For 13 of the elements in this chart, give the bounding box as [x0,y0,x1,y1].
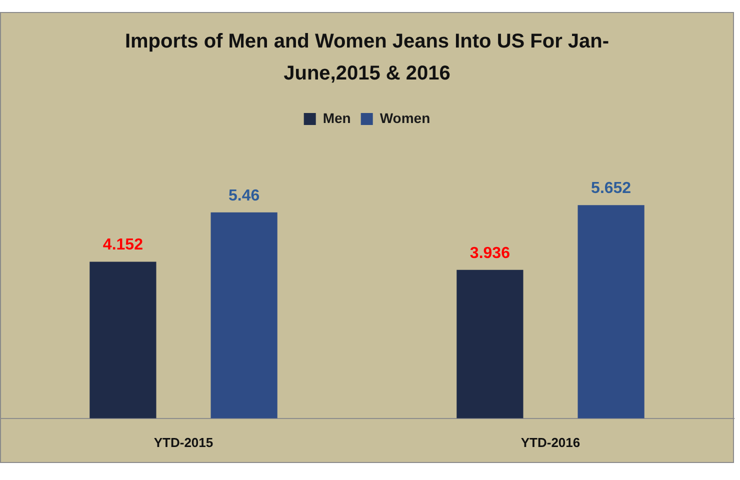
data-label: 5.46 [228,187,260,204]
data-label: 5.652 [591,180,632,198]
bar [578,205,644,418]
data-label: 4.152 [102,236,144,254]
legend-label: Men [322,110,351,126]
chart-title: Imports of Men and Women Jeans Into US For Jan-June,2015 & 2016 [124,30,610,85]
x-tick-label: YTD-2016 [520,434,580,450]
data-label: 3.936 [470,244,510,262]
bar [456,270,524,418]
bar [90,262,156,418]
bar [210,212,278,418]
x-tick-label: YTD-2015 [154,434,214,450]
legend-label: Women [380,110,430,126]
